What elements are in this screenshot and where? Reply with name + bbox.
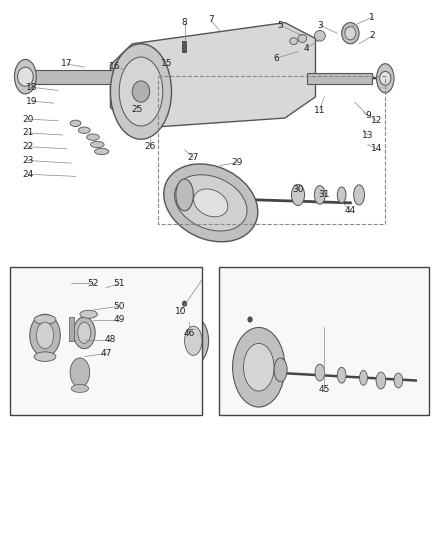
Text: 1: 1 [368, 13, 374, 22]
Circle shape [132, 81, 149, 102]
Bar [10, 266, 201, 415]
Bar [306, 73, 371, 84]
Text: 46: 46 [183, 329, 194, 338]
Ellipse shape [78, 127, 90, 133]
Text: 26: 26 [144, 142, 155, 151]
Ellipse shape [359, 370, 367, 385]
Ellipse shape [184, 326, 201, 356]
Circle shape [379, 71, 390, 85]
Text: 7: 7 [208, 15, 213, 25]
Ellipse shape [375, 372, 385, 389]
Circle shape [18, 67, 33, 86]
Ellipse shape [174, 175, 247, 231]
Ellipse shape [393, 373, 402, 388]
Ellipse shape [297, 35, 306, 43]
Ellipse shape [314, 185, 325, 204]
Text: 24: 24 [22, 169, 33, 179]
Ellipse shape [71, 384, 88, 392]
Text: 15: 15 [161, 60, 173, 68]
Text: 51: 51 [113, 279, 125, 288]
Ellipse shape [78, 322, 91, 343]
Ellipse shape [232, 327, 284, 407]
Text: 27: 27 [187, 153, 198, 162]
Ellipse shape [70, 120, 81, 126]
Text: 4: 4 [303, 44, 309, 53]
Text: 50: 50 [113, 302, 125, 311]
Ellipse shape [14, 60, 36, 94]
Circle shape [247, 317, 252, 322]
Text: 48: 48 [105, 335, 116, 344]
Ellipse shape [36, 322, 53, 349]
Text: 12: 12 [370, 116, 381, 125]
Ellipse shape [336, 187, 345, 203]
Bar [23, 70, 119, 84]
Text: 18: 18 [26, 83, 38, 92]
Ellipse shape [110, 44, 171, 139]
Ellipse shape [344, 27, 355, 40]
Ellipse shape [353, 185, 364, 205]
Text: 5: 5 [277, 21, 283, 30]
Polygon shape [110, 22, 315, 128]
Text: 2: 2 [368, 31, 374, 41]
Ellipse shape [336, 367, 345, 383]
Ellipse shape [90, 141, 104, 148]
Text: 44: 44 [344, 206, 355, 215]
Ellipse shape [34, 352, 56, 361]
Text: 25: 25 [131, 105, 142, 114]
Ellipse shape [178, 317, 208, 365]
Ellipse shape [163, 164, 257, 242]
Bar [69, 317, 74, 341]
Ellipse shape [73, 317, 95, 349]
Text: 49: 49 [113, 315, 124, 324]
Ellipse shape [30, 314, 60, 357]
Text: 19: 19 [26, 96, 38, 106]
Text: 21: 21 [22, 128, 33, 138]
Ellipse shape [176, 179, 193, 211]
Ellipse shape [243, 343, 273, 391]
Ellipse shape [291, 184, 304, 206]
Text: 22: 22 [22, 142, 33, 151]
Ellipse shape [94, 148, 109, 155]
Text: 29: 29 [231, 158, 242, 167]
Bar [182, 41, 185, 52]
Text: 13: 13 [361, 131, 373, 140]
Text: 6: 6 [273, 54, 279, 62]
Ellipse shape [80, 310, 97, 318]
Circle shape [182, 301, 186, 306]
Text: 3: 3 [316, 21, 322, 30]
Ellipse shape [289, 38, 297, 45]
Text: 10: 10 [174, 307, 186, 316]
Text: 23: 23 [22, 156, 33, 165]
Text: 45: 45 [318, 385, 329, 394]
Ellipse shape [341, 22, 358, 44]
Ellipse shape [193, 189, 227, 217]
Text: 8: 8 [181, 18, 187, 27]
Ellipse shape [376, 63, 393, 93]
Text: 20: 20 [22, 115, 33, 124]
Ellipse shape [314, 364, 324, 381]
Text: 30: 30 [292, 184, 303, 193]
Ellipse shape [273, 358, 286, 382]
Text: 17: 17 [61, 60, 72, 68]
Ellipse shape [119, 57, 162, 126]
Text: 52: 52 [87, 279, 99, 288]
Text: 14: 14 [370, 144, 381, 154]
Ellipse shape [86, 134, 99, 140]
Text: 16: 16 [109, 62, 120, 71]
Ellipse shape [70, 358, 89, 387]
Text: 11: 11 [313, 106, 325, 115]
Text: 31: 31 [318, 190, 329, 199]
Ellipse shape [314, 30, 325, 41]
Text: 47: 47 [100, 349, 112, 358]
Text: 9: 9 [364, 111, 370, 120]
Bar [219, 266, 428, 415]
Ellipse shape [34, 315, 56, 324]
